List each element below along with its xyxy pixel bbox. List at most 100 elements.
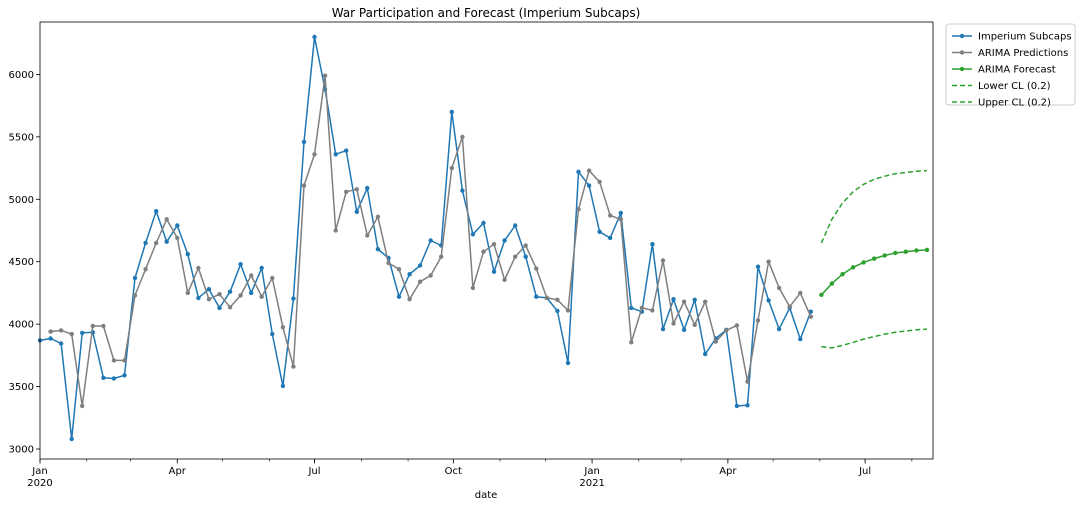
- data-point: [660, 258, 666, 263]
- legend-item: Lower CL (0.2): [952, 81, 1051, 92]
- data-point: [618, 217, 623, 222]
- y-tick-label: 3500: [9, 382, 34, 393]
- data-point: [787, 304, 792, 309]
- data-point: [143, 240, 148, 246]
- x-tick-label: Jan: [31, 466, 47, 477]
- data-point: [470, 285, 476, 291]
- data-point: [69, 436, 74, 442]
- data-point: [270, 275, 275, 281]
- legend: Imperium Subcaps ARIMA Predictions ARIMA F…: [945, 23, 1076, 109]
- data-point: [798, 336, 803, 342]
- data-point: [629, 305, 634, 311]
- data-point: [270, 331, 275, 337]
- data-point: [460, 134, 465, 140]
- y-axis: 3000 3500 4000 4500 5000 5500 6000: [9, 70, 40, 456]
- legend-item: ARIMA Predictions: [952, 48, 1068, 59]
- data-point: [227, 289, 233, 294]
- data-point: [850, 265, 856, 270]
- data-point: [734, 323, 740, 328]
- data-point: [417, 279, 423, 284]
- x-tick-label: Jan: [583, 466, 599, 477]
- data-point: [101, 375, 106, 380]
- data-point: [449, 165, 454, 171]
- series-line: [821, 328, 928, 349]
- data-point: [650, 308, 655, 313]
- data-point: [58, 328, 64, 333]
- data-point: [417, 263, 423, 268]
- data-point: [745, 403, 750, 408]
- data-point: [882, 253, 887, 258]
- data-point: [745, 379, 750, 384]
- data-point: [523, 243, 528, 248]
- data-point: [164, 217, 169, 222]
- data-point: [692, 297, 697, 302]
- y-tick-label: 4500: [9, 257, 34, 268]
- data-point: [365, 185, 370, 191]
- x-tick-label: Jul: [858, 466, 871, 477]
- data-point: [111, 358, 117, 363]
- data-point: [48, 336, 53, 341]
- data-point: [671, 321, 676, 326]
- data-point: [755, 318, 761, 323]
- data-point: [576, 207, 581, 212]
- data-point: [322, 73, 328, 78]
- data-point: [534, 294, 539, 299]
- data-point: [798, 290, 803, 296]
- data-point: [238, 262, 243, 267]
- data-point: [365, 233, 370, 238]
- data-point: [375, 247, 381, 252]
- data-point: [428, 273, 433, 278]
- data-point: [502, 277, 507, 282]
- data-point: [639, 305, 645, 311]
- series-3: [821, 328, 928, 349]
- y-tick-label: 5500: [9, 132, 34, 143]
- data-point: [586, 183, 592, 188]
- data-point: [143, 267, 148, 272]
- data-point: [576, 169, 581, 174]
- data-point: [681, 327, 687, 332]
- data-point: [671, 297, 676, 302]
- series-line: [820, 169, 928, 244]
- data-point: [608, 213, 613, 218]
- data-point: [291, 296, 296, 301]
- data-point: [819, 292, 824, 297]
- legend-label: Upper CL (0.2): [978, 98, 1051, 109]
- data-point: [396, 294, 402, 299]
- legend-box: [945, 23, 1076, 106]
- data-point: [703, 299, 708, 304]
- data-point: [681, 299, 687, 304]
- data-point: [238, 293, 243, 298]
- data-point: [776, 326, 782, 332]
- data-point: [481, 249, 486, 254]
- data-point: [523, 254, 528, 259]
- data-point: [513, 254, 518, 259]
- data-point: [924, 247, 930, 253]
- legend-marker: [959, 50, 965, 55]
- data-point: [196, 295, 201, 301]
- data-point: [217, 292, 222, 297]
- data-point: [650, 242, 655, 247]
- legend-marker: [959, 66, 965, 72]
- series-line: [39, 36, 812, 440]
- data-point: [776, 285, 782, 291]
- legend-marker: [959, 33, 965, 39]
- data-point: [428, 238, 433, 243]
- data-point: [893, 250, 898, 256]
- data-point: [502, 238, 507, 243]
- y-tick-label: 5000: [9, 195, 34, 206]
- data-point: [58, 341, 64, 346]
- data-point: [491, 242, 497, 247]
- data-point: [565, 308, 571, 313]
- series-1: [48, 73, 813, 409]
- data-point: [713, 339, 718, 344]
- data-point: [375, 214, 381, 219]
- data-point: [175, 223, 180, 228]
- data-point: [597, 179, 602, 184]
- data-point: [249, 273, 254, 278]
- data-point: [861, 260, 866, 265]
- data-point: [249, 290, 254, 296]
- data-point: [755, 264, 761, 269]
- data-point: [227, 305, 233, 310]
